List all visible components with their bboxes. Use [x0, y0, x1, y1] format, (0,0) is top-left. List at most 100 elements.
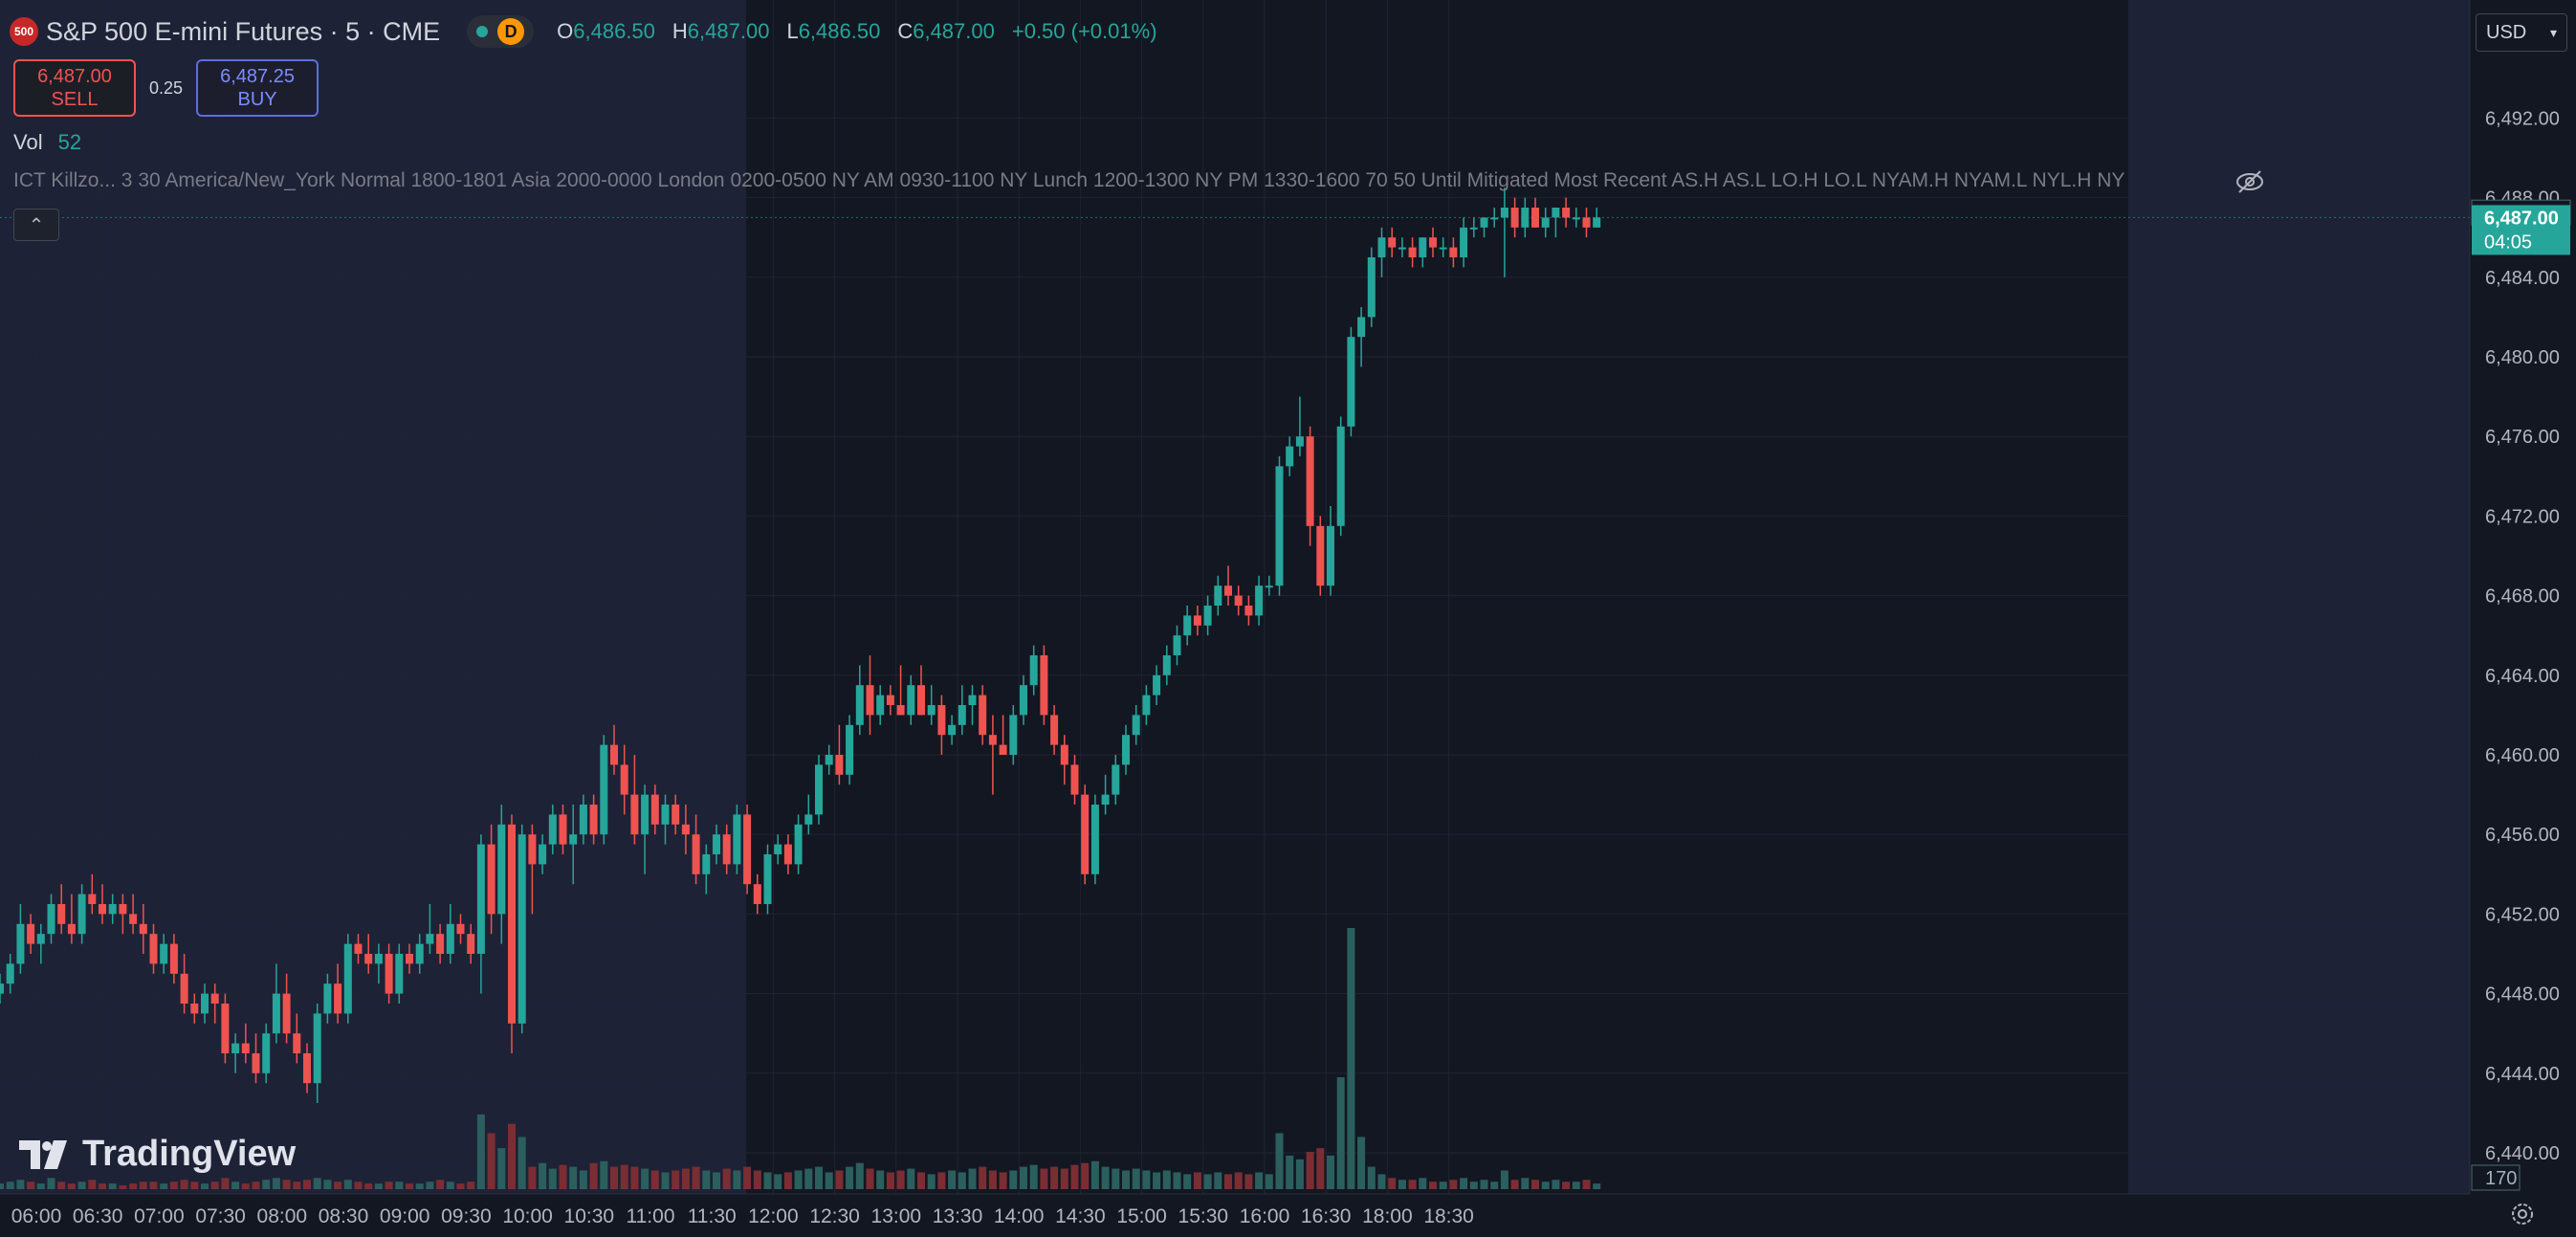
candle-down [1408, 247, 1417, 257]
candle-up [927, 705, 936, 716]
market-status[interactable]: D [467, 15, 535, 48]
candle-up [231, 1043, 240, 1053]
volume-bar [1469, 1182, 1478, 1189]
time-tick-label: 15:00 [1116, 1205, 1167, 1227]
eye-off-icon[interactable] [2234, 167, 2266, 196]
volume-bar [374, 1183, 383, 1189]
time-tick-label: 15:30 [1178, 1205, 1229, 1227]
price-tick-label: 6,472.00 [2485, 506, 2560, 527]
symbol-title[interactable]: S&P 500 E-mini Futures · 5 · CME [46, 16, 441, 46]
candle-up [446, 923, 454, 954]
candle-down [99, 904, 106, 915]
volume-bar [210, 1182, 219, 1189]
candle-up [661, 805, 670, 825]
sell-button[interactable]: 6,487.00 SELL [13, 59, 136, 117]
price-tick-label: 6,480.00 [2485, 347, 2560, 368]
price-tick-label: 6,468.00 [2485, 586, 2560, 607]
volume-bar [917, 1172, 925, 1189]
candle-up [702, 854, 711, 874]
candle-up [1132, 715, 1140, 736]
ohlc-values: O6,486.50 H6,487.00 L6,486.50 C6,487.00 … [557, 19, 1156, 44]
currency-selector[interactable]: USD ▾ [2476, 13, 2567, 52]
volume-bar [661, 1172, 670, 1189]
candle-up [262, 1033, 271, 1073]
volume-bar [774, 1174, 782, 1189]
candle-up [1469, 227, 1478, 230]
candle-up [1183, 615, 1192, 636]
volume-bar [763, 1172, 772, 1189]
candle-up [1142, 695, 1151, 716]
volume-bar [722, 1168, 731, 1189]
candle-up [313, 1013, 321, 1084]
candle-up [1552, 208, 1560, 218]
volume-bar [1090, 1160, 1099, 1189]
volume-bar [1347, 928, 1355, 1189]
candle-down [896, 705, 905, 716]
candle-up [1398, 247, 1406, 250]
volume-bar [958, 1172, 966, 1189]
volume-bar [517, 1137, 526, 1189]
price-tick-label: 6,452.00 [2485, 904, 2560, 925]
price-tick-label: 6,456.00 [2485, 825, 2560, 846]
volume-bar [579, 1170, 587, 1189]
indicator-legend[interactable]: ICT Killzo... 3 30 America/New_York Norm… [13, 169, 2125, 191]
candle-down [57, 904, 66, 924]
volume-bar [681, 1168, 690, 1189]
volume-bar [886, 1172, 894, 1189]
candle-up [907, 685, 915, 716]
candle-up [1255, 585, 1264, 616]
time-tick-label: 16:30 [1301, 1205, 1352, 1227]
volume-bar [293, 1182, 301, 1189]
candle-down [67, 923, 76, 935]
symbol-badge[interactable]: 500 [10, 17, 38, 46]
after-hours-session-zone [2128, 0, 2470, 1194]
tradingview-logo[interactable]: TradingView [19, 1134, 296, 1175]
candle-down [364, 954, 373, 964]
candle-up [47, 904, 55, 935]
candle-down [528, 834, 537, 865]
volume-bar [1244, 1174, 1253, 1189]
volume-bar [476, 1115, 485, 1189]
candle-down [979, 695, 987, 736]
candle-up [1593, 217, 1601, 228]
time-tick-label: 13:00 [871, 1205, 922, 1227]
volume-bar [1295, 1159, 1304, 1189]
candle-up [1336, 426, 1345, 526]
candle-up [1214, 585, 1222, 606]
candle-down [129, 914, 138, 924]
buy-button[interactable]: 6,487.25 BUY [196, 59, 319, 117]
close-value: 6,487.00 [913, 19, 995, 43]
volume-legend[interactable]: Vol 52 [13, 130, 81, 155]
high-label: H [672, 19, 688, 43]
volume-bar [539, 1162, 547, 1189]
candle-up [1572, 217, 1580, 220]
volume-bar [1101, 1166, 1110, 1189]
volume-bar [876, 1170, 885, 1189]
candle-up [108, 904, 117, 915]
volume-bar [262, 1180, 271, 1189]
candle-down [692, 834, 700, 874]
volume-bar [1367, 1166, 1376, 1189]
volume-bar [548, 1168, 557, 1189]
candle-up [0, 983, 4, 994]
price-axis [2470, 0, 2576, 1194]
collapse-legend-button[interactable]: ⌃ [13, 209, 59, 241]
time-tick-label: 10:30 [564, 1205, 615, 1227]
candle-up [1357, 317, 1366, 338]
candle-up [876, 695, 885, 716]
volume-bar [129, 1183, 138, 1189]
volume-bar [6, 1182, 14, 1189]
candle-up [1490, 217, 1499, 220]
candle-down [1081, 794, 1090, 874]
time-tick-label: 09:00 [380, 1205, 430, 1227]
price-tick-label: 6,464.00 [2485, 666, 2560, 687]
volume-bar [231, 1182, 240, 1189]
settings-gear-icon[interactable] [2508, 1200, 2537, 1228]
time-tick-label: 16:00 [1240, 1205, 1290, 1227]
candle-up [958, 705, 966, 725]
time-tick-label: 08:00 [257, 1205, 308, 1227]
volume-bar [1562, 1182, 1571, 1189]
candle-up [815, 764, 823, 815]
volume-bar [783, 1172, 792, 1189]
